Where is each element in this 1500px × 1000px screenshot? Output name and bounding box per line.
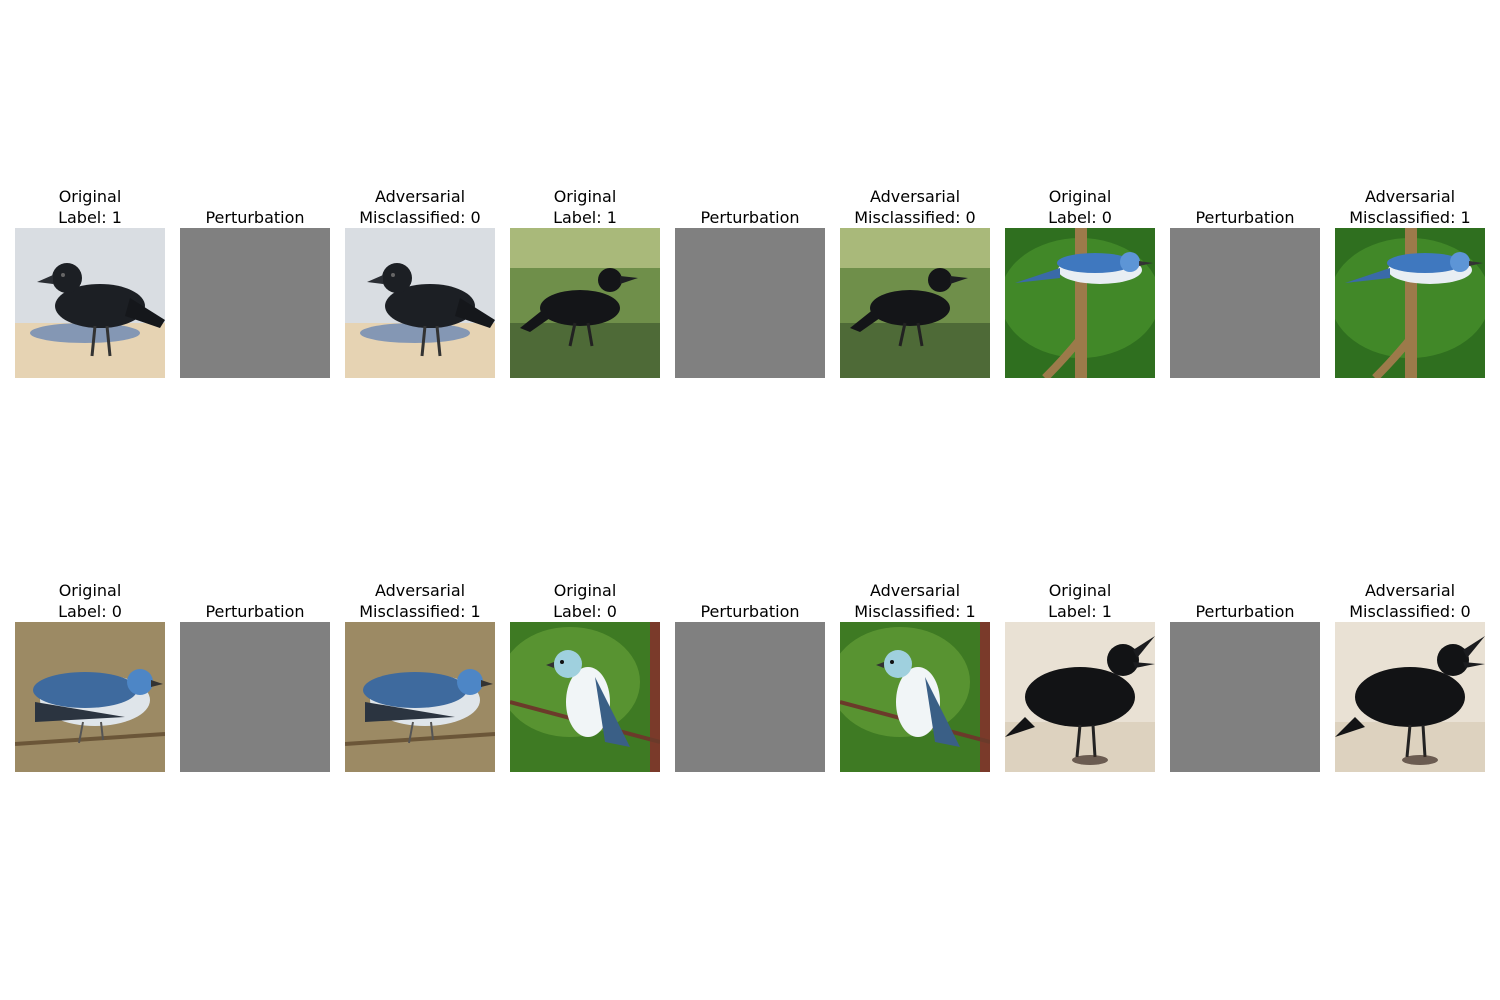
image-row-2: Original Label: 0 Perturbation Adversari xyxy=(15,572,1485,772)
panel-title: Perturbation xyxy=(650,601,850,622)
title-line-1: Adversarial xyxy=(374,581,466,600)
image-row-1: Original Label: 1 Perturbation xyxy=(15,178,1485,378)
title-line-2: Label: 1 xyxy=(553,208,617,227)
title-line-1: Adversarial xyxy=(1364,187,1456,206)
title-line-2: Label: 0 xyxy=(553,602,617,621)
original-panel: Original Label: 0 xyxy=(510,572,660,772)
crow-in-grass-icon xyxy=(840,228,990,378)
perturbation-panel: Perturbation xyxy=(675,572,825,772)
original-panel: Original Label: 1 xyxy=(15,178,165,378)
title-line-2: Label: 0 xyxy=(58,602,122,621)
title-line-2: Misclassified: 0 xyxy=(854,208,976,227)
panel-title: Perturbation xyxy=(1145,601,1345,622)
adversarial-panel: Adversarial Misclassified: 1 xyxy=(1335,178,1485,378)
panel-title: Perturbation xyxy=(1145,207,1345,228)
title-line-2: Misclassified: 0 xyxy=(1349,602,1471,621)
panel-title: Adversarial Misclassified: 0 xyxy=(1310,580,1500,622)
panel-title: Original Label: 1 xyxy=(0,186,190,228)
title-line-2: Misclassified: 1 xyxy=(854,602,976,621)
panel-title: Adversarial Misclassified: 1 xyxy=(815,580,1015,622)
panel-title: Perturbation xyxy=(650,207,850,228)
title-line-1: Perturbation xyxy=(1195,208,1295,227)
crow-calling-on-sand-icon xyxy=(1005,622,1155,772)
title-line-1: Original xyxy=(58,187,122,206)
blue-warbler-on-branch-icon xyxy=(15,622,165,772)
title-line-2: Label: 1 xyxy=(58,208,122,227)
panel-title: Original Label: 0 xyxy=(0,580,190,622)
original-panel: Original Label: 1 xyxy=(1005,572,1155,772)
perturbation-image xyxy=(675,622,825,772)
panel-title: Perturbation xyxy=(155,601,355,622)
perturbation-panel: Perturbation xyxy=(675,178,825,378)
panel-title: Original Label: 0 xyxy=(485,580,685,622)
adversarial-panel: Adversarial Misclassified: 1 xyxy=(345,572,495,772)
title-line-1: Perturbation xyxy=(700,602,800,621)
title-line-1: Perturbation xyxy=(205,602,305,621)
title-line-1: Adversarial xyxy=(869,187,961,206)
title-line-2: Label: 0 xyxy=(1048,208,1112,227)
title-line-1: Adversarial xyxy=(1364,581,1456,600)
title-line-2: Misclassified: 1 xyxy=(1349,208,1471,227)
perturbation-panel: Perturbation xyxy=(180,572,330,772)
original-panel: Original Label: 0 xyxy=(15,572,165,772)
panel-title: Perturbation xyxy=(155,207,355,228)
perturbation-image xyxy=(180,622,330,772)
title-line-2: Misclassified: 0 xyxy=(359,208,481,227)
blue-warbler-on-stick-icon xyxy=(1005,228,1155,378)
crow-on-beach-icon xyxy=(345,228,495,378)
crow-in-grass-icon xyxy=(510,228,660,378)
panel-title: Original Label: 1 xyxy=(980,580,1180,622)
original-panel: Original Label: 0 xyxy=(1005,178,1155,378)
title-line-1: Perturbation xyxy=(205,208,305,227)
panel-title: Adversarial Misclassified: 0 xyxy=(320,186,520,228)
title-line-1: Original xyxy=(1048,581,1112,600)
panel-title: Adversarial Misclassified: 0 xyxy=(815,186,1015,228)
title-line-1: Original xyxy=(58,581,122,600)
blue-warbler-on-branch-icon xyxy=(345,622,495,772)
title-line-1: Adversarial xyxy=(869,581,961,600)
perturbation-image xyxy=(180,228,330,378)
white-warbler-on-branch-icon xyxy=(840,622,990,772)
adversarial-panel: Adversarial Misclassified: 0 xyxy=(840,178,990,378)
crow-calling-on-sand-icon xyxy=(1335,622,1485,772)
title-line-1: Original xyxy=(553,581,617,600)
perturbation-image xyxy=(675,228,825,378)
panel-title: Original Label: 1 xyxy=(485,186,685,228)
perturbation-image xyxy=(1170,622,1320,772)
perturbation-panel: Perturbation xyxy=(180,178,330,378)
perturbation-panel: Perturbation xyxy=(1170,178,1320,378)
adversarial-panel: Adversarial Misclassified: 1 xyxy=(840,572,990,772)
perturbation-panel: Perturbation xyxy=(1170,572,1320,772)
panel-title: Adversarial Misclassified: 1 xyxy=(1310,186,1500,228)
title-line-1: Perturbation xyxy=(700,208,800,227)
blue-warbler-on-stick-icon xyxy=(1335,228,1485,378)
title-line-1: Adversarial xyxy=(374,187,466,206)
panel-title: Original Label: 0 xyxy=(980,186,1180,228)
title-line-1: Perturbation xyxy=(1195,602,1295,621)
panel-title: Adversarial Misclassified: 1 xyxy=(320,580,520,622)
title-line-1: Original xyxy=(553,187,617,206)
original-panel: Original Label: 1 xyxy=(510,178,660,378)
white-warbler-on-branch-icon xyxy=(510,622,660,772)
title-line-1: Original xyxy=(1048,187,1112,206)
adversarial-panel: Adversarial Misclassified: 0 xyxy=(1335,572,1485,772)
title-line-2: Label: 1 xyxy=(1048,602,1112,621)
perturbation-image xyxy=(1170,228,1320,378)
crow-on-beach-icon xyxy=(15,228,165,378)
title-line-2: Misclassified: 1 xyxy=(359,602,481,621)
adversarial-panel: Adversarial Misclassified: 0 xyxy=(345,178,495,378)
